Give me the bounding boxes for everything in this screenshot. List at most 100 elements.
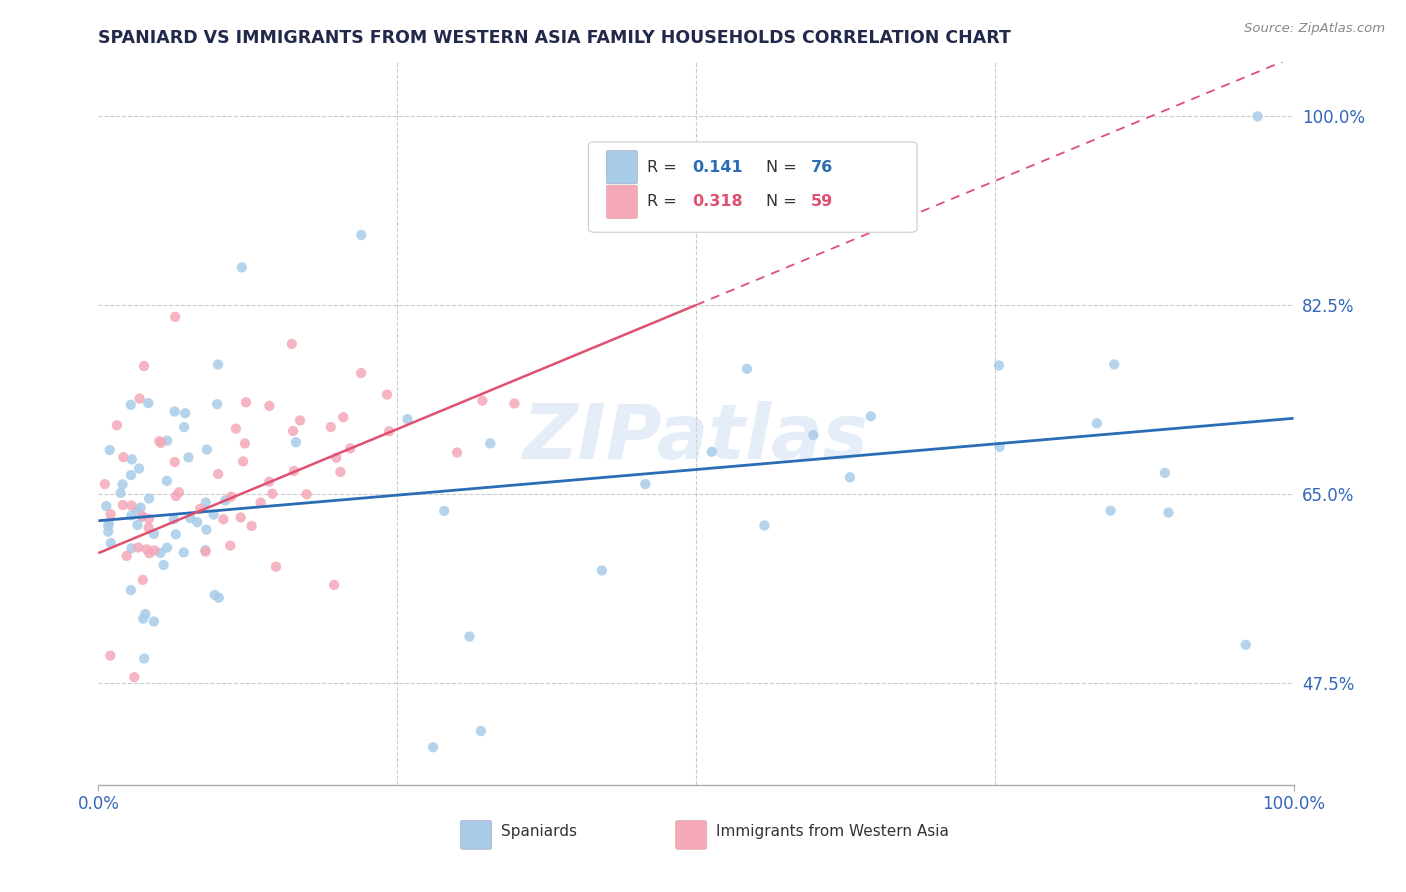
Point (503, 396, 526, 410)
Point (634, 477, 657, 491)
Point (332, 410, 354, 425)
Point (156, 541, 179, 555)
Point (319, 420, 342, 434)
FancyBboxPatch shape (589, 142, 917, 232)
Text: Immigrants from Western Asia: Immigrants from Western Asia (716, 824, 949, 839)
Point (100, 508, 122, 522)
Point (446, 445, 468, 459)
Point (329, 465, 352, 479)
Point (194, 495, 217, 509)
Point (173, 420, 195, 434)
Point (281, 337, 304, 351)
Point (163, 512, 186, 526)
Text: 76: 76 (811, 160, 832, 175)
Point (127, 503, 149, 517)
Text: R =: R = (647, 160, 682, 175)
Point (188, 501, 211, 516)
Point (124, 670, 146, 684)
Point (231, 260, 253, 275)
Point (295, 487, 318, 501)
Point (235, 395, 257, 409)
Point (138, 512, 160, 526)
Point (591, 564, 613, 578)
Point (208, 591, 231, 605)
Point (111, 498, 134, 512)
Text: ZIPatlas: ZIPatlas (523, 401, 869, 475)
Point (433, 504, 456, 518)
Point (165, 310, 187, 324)
FancyBboxPatch shape (461, 821, 492, 849)
Point (110, 486, 132, 500)
Point (128, 392, 150, 406)
Point (259, 399, 281, 413)
Point (325, 450, 347, 465)
Point (285, 435, 308, 450)
Point (839, 470, 862, 484)
Point (240, 519, 263, 533)
Point (97, 518, 120, 533)
Point (120, 468, 142, 483)
Point (132, 359, 155, 373)
Point (100, 536, 122, 550)
Point (138, 491, 160, 506)
Point (470, 724, 492, 739)
Text: 0.318: 0.318 (692, 194, 742, 210)
Point (186, 515, 208, 529)
Point (232, 454, 254, 468)
Point (121, 508, 143, 523)
Point (120, 541, 142, 556)
Point (262, 487, 284, 501)
Point (120, 583, 142, 598)
Point (97, 524, 120, 539)
Point (207, 358, 229, 372)
Point (264, 559, 287, 574)
Point (138, 546, 160, 560)
Point (422, 740, 444, 755)
Point (1085, 417, 1108, 431)
Point (152, 558, 174, 572)
Point (96, 499, 118, 513)
Text: R =: R = (647, 194, 682, 210)
Point (350, 366, 373, 380)
Point (225, 422, 247, 436)
Point (115, 549, 138, 563)
Point (136, 396, 159, 410)
Point (94, 477, 117, 491)
Point (249, 495, 271, 509)
Point (135, 542, 157, 557)
Point (111, 477, 134, 491)
Point (148, 434, 170, 449)
Point (112, 450, 135, 464)
Point (214, 493, 236, 508)
Point (165, 489, 187, 503)
Point (156, 434, 179, 448)
Point (1104, 358, 1126, 372)
Text: Spaniards: Spaniards (501, 824, 578, 839)
Point (163, 404, 186, 418)
Point (1099, 504, 1122, 518)
Point (479, 436, 502, 450)
Point (471, 393, 494, 408)
Point (194, 544, 217, 558)
Point (156, 474, 179, 488)
Point (129, 500, 152, 515)
Point (754, 518, 776, 533)
Point (98, 648, 122, 663)
Text: SPANIARD VS IMMIGRANTS FROM WESTERN ASIA FAMILY HOUSEHOLDS CORRELATION CHART: SPANIARD VS IMMIGRANTS FROM WESTERN ASIA… (98, 29, 1011, 47)
Text: Source: ZipAtlas.com: Source: ZipAtlas.com (1244, 22, 1385, 36)
Point (229, 510, 252, 524)
Point (735, 361, 758, 376)
Point (179, 511, 201, 525)
Point (132, 573, 155, 587)
Point (121, 452, 143, 467)
Point (205, 397, 228, 411)
Point (233, 436, 256, 450)
Point (212, 512, 235, 526)
Point (283, 464, 305, 478)
Point (396, 412, 419, 426)
Text: 59: 59 (811, 194, 832, 210)
Point (195, 523, 218, 537)
Point (859, 409, 882, 424)
Point (339, 442, 361, 456)
FancyBboxPatch shape (676, 821, 707, 849)
